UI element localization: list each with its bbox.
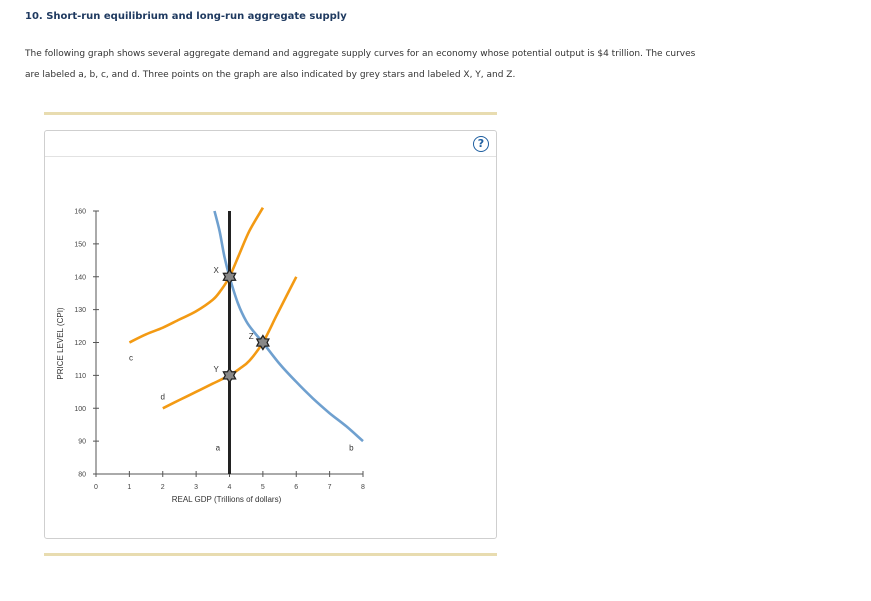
point-star-z [255, 334, 270, 351]
curve-d [162, 276, 298, 410]
y-tick-label: 80 [78, 472, 86, 479]
curve-label-b: b [349, 444, 354, 453]
y-tick-label: 130 [74, 307, 86, 314]
curve-label-d: d [161, 393, 165, 402]
ad-as-graph: 0 1 2 3 4 5 6 7 8 80 90 100 110 120 130 140 150 160 REAL G… [56, 207, 365, 504]
curve-label-a: a [216, 444, 221, 453]
x-tick-label: 8 [361, 484, 365, 491]
y-tick-label: 100 [74, 406, 86, 413]
x-tick-label: 7 [328, 484, 332, 491]
y-tick-label: 90 [78, 439, 86, 446]
x-tick-label: 2 [161, 484, 165, 491]
panel-header-divider [45, 156, 496, 157]
y-tick-label: 110 [75, 373, 86, 380]
y-tick-label: 160 [74, 209, 86, 216]
y-tick-label: 150 [74, 241, 86, 248]
x-tick-label: 3 [194, 484, 198, 491]
x-tick-label: 1 [127, 484, 131, 491]
y-tick-label: 120 [74, 340, 86, 347]
curve-c [128, 207, 265, 344]
point-star-y [222, 367, 237, 384]
point-label-z: Z [249, 332, 254, 341]
prompt-line-2: are labeled a, b, c, and d. Three points… [25, 70, 516, 80]
question-prompt: The following graph shows several aggreg… [25, 44, 825, 86]
help-button[interactable]: ? [473, 136, 489, 152]
x-tick-label: 5 [261, 484, 265, 491]
question-heading: 10. Short-run equilibrium and long-run a… [25, 11, 347, 22]
point-label-x: X [213, 266, 219, 275]
x-axis-label: REAL GDP (Trillions of dollars) [172, 495, 282, 504]
x-tick-label: 4 [228, 484, 232, 491]
y-tick-label: 140 [74, 274, 86, 281]
top-divider [44, 112, 497, 115]
curve-label-c: c [129, 353, 133, 362]
graph-panel: ? 0 1 2 3 4 5 6 7 8 80 90 100 110 120 130 140 150 160 REAL… [44, 130, 497, 539]
x-tick-label: 6 [294, 484, 298, 491]
y-axis-label: PRICE LEVEL (CPI) [56, 307, 65, 380]
bottom-divider [44, 553, 497, 556]
curve-b [213, 210, 364, 443]
point-label-y: Y [213, 365, 219, 374]
x-tick-label: 0 [94, 484, 98, 491]
prompt-line-1: The following graph shows several aggreg… [25, 49, 696, 59]
point-star-x [222, 268, 237, 286]
